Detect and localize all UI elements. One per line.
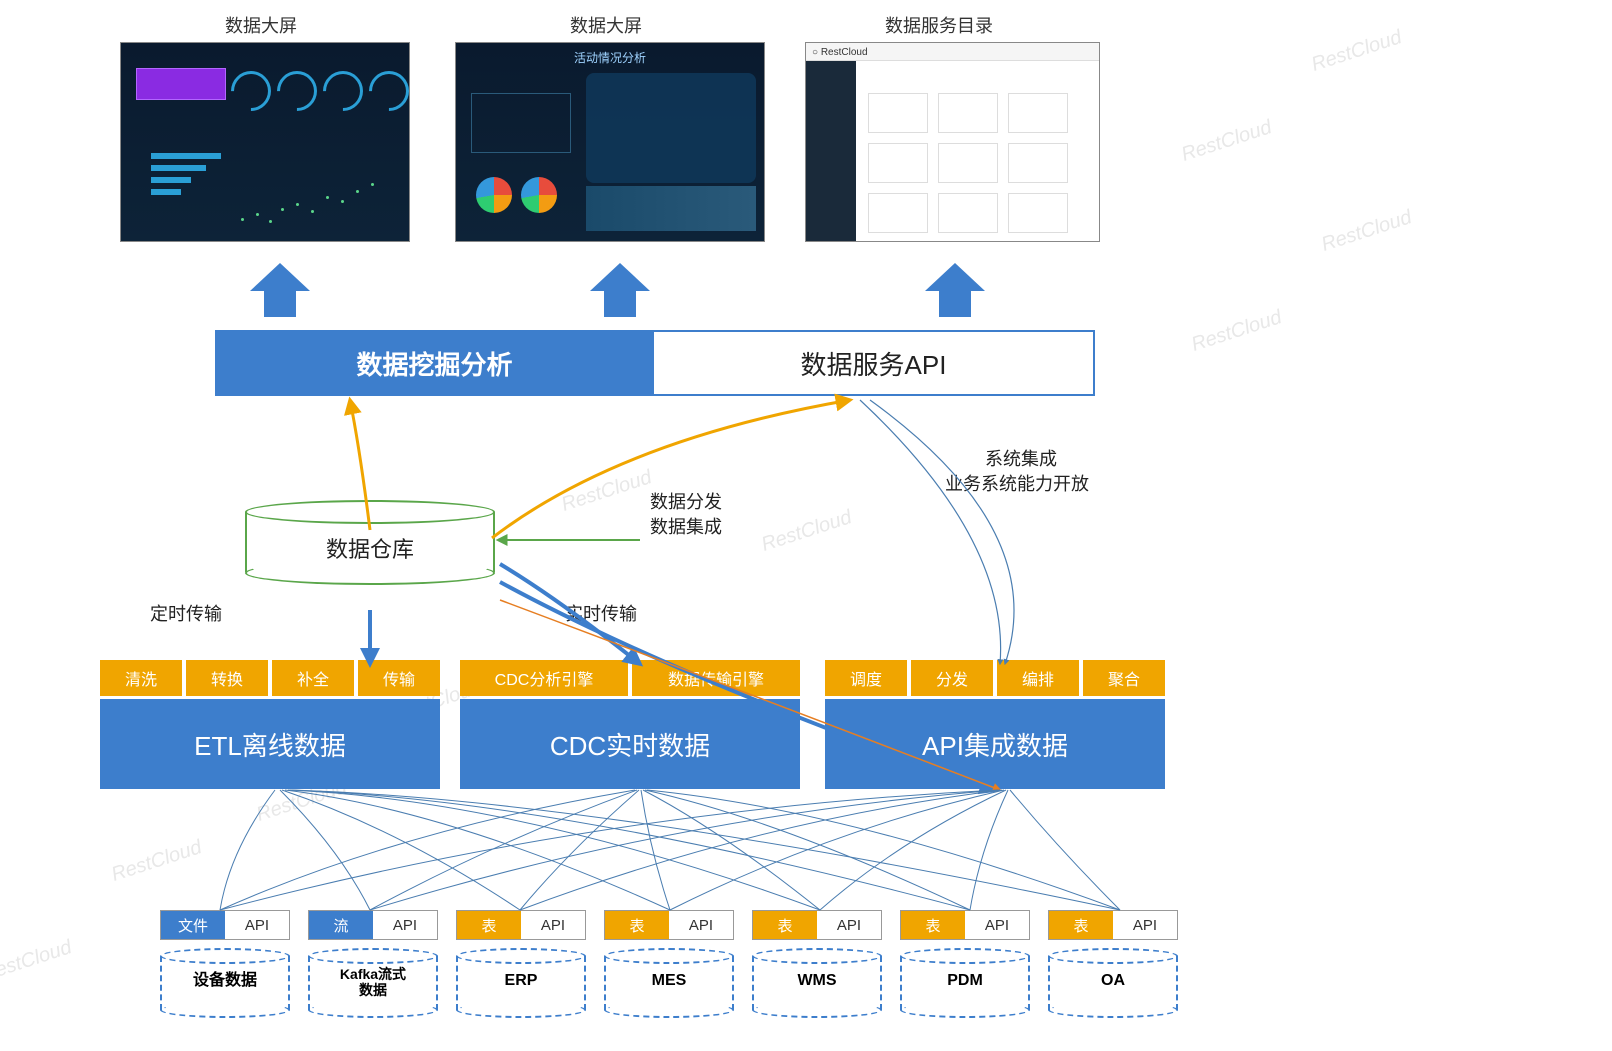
mining-analysis: 数据挖掘分析 (215, 330, 654, 396)
source-tag-right: API (817, 911, 881, 939)
arrow-up-3 (925, 263, 985, 318)
top-label-3: 数据服务目录 (885, 12, 993, 38)
source-Kafka流式 数据: 流APIKafka流式 数据 (308, 910, 438, 1018)
arrow-up-2 (590, 263, 650, 318)
screenshot-dashboard-2: 活动情况分析 (455, 42, 765, 242)
etl-tab-transform: 转换 (186, 660, 268, 696)
label-sysint-2: 业务系统能力开放 (945, 470, 1089, 496)
watermark: RestCloud (1319, 206, 1415, 257)
api-tab-orch: 编排 (997, 660, 1079, 696)
module-etl: 清洗 转换 补全 传输 ETL离线数据 (100, 660, 440, 789)
source-tag-right: API (373, 911, 437, 939)
source-tag-right: API (965, 911, 1029, 939)
source-tag-left: 表 (605, 911, 669, 939)
source-设备数据: 文件API设备数据 (160, 910, 290, 1018)
data-warehouse: 数据仓库 (245, 500, 495, 585)
source-tag-left: 表 (901, 911, 965, 939)
source-PDM: 表APIPDM (900, 910, 1030, 1018)
watermark: RestCloud (1189, 306, 1285, 357)
watermark: RestCloud (1309, 26, 1405, 77)
top-label-2: 数据大屏 (570, 12, 642, 38)
source-tag-right: API (669, 911, 733, 939)
watermark: RestCloud (559, 466, 655, 517)
source-tag-right: API (225, 911, 289, 939)
screenshot-dashboard-1 (120, 42, 410, 242)
api-tab-sched: 调度 (825, 660, 907, 696)
api-title: API集成数据 (825, 699, 1165, 789)
arrow-up-1 (250, 263, 310, 318)
label-distribute: 数据分发 数据集成 (650, 490, 722, 540)
module-cdc: CDC分析引擎 数据传输引擎 CDC实时数据 (460, 660, 800, 789)
source-tag-right: API (521, 911, 585, 939)
etl-title: ETL离线数据 (100, 699, 440, 789)
module-api: 调度 分发 编排 聚合 API集成数据 (825, 660, 1165, 789)
source-tag-left: 文件 (161, 911, 225, 939)
source-tag-left: 流 (309, 911, 373, 939)
source-MES: 表APIMES (604, 910, 734, 1018)
source-tag-left: 表 (457, 911, 521, 939)
cdc-title: CDC实时数据 (460, 699, 800, 789)
watermark: RestCloud (109, 836, 205, 887)
source-tag-left: 表 (753, 911, 817, 939)
top-label-1: 数据大屏 (225, 12, 297, 38)
source-WMS: 表APIWMS (752, 910, 882, 1018)
source-ERP: 表APIERP (456, 910, 586, 1018)
label-sysint-1: 系统集成 (985, 445, 1057, 471)
cdc-tab-transfer: 数据传输引擎 (632, 660, 800, 696)
source-tag-left: 表 (1049, 911, 1113, 939)
etl-tab-clean: 清洗 (100, 660, 182, 696)
watermark: RestCloud (0, 936, 75, 987)
api-tab-agg: 聚合 (1083, 660, 1165, 696)
etl-tab-transfer: 传输 (358, 660, 440, 696)
screenshot-catalog: ○ RestCloud (805, 42, 1100, 242)
mining-row: 数据挖掘分析 数据服务API (215, 330, 1095, 396)
source-tag-right: API (1113, 911, 1177, 939)
etl-tab-complete: 补全 (272, 660, 354, 696)
watermark: RestCloud (759, 506, 855, 557)
label-scheduled: 定时传输 (150, 600, 222, 626)
source-OA: 表APIOA (1048, 910, 1178, 1018)
label-realtime: 实时传输 (565, 600, 637, 626)
watermark: RestCloud (1179, 116, 1275, 167)
cdc-tab-engine: CDC分析引擎 (460, 660, 628, 696)
data-service-api: 数据服务API (654, 330, 1095, 396)
api-tab-dist: 分发 (911, 660, 993, 696)
